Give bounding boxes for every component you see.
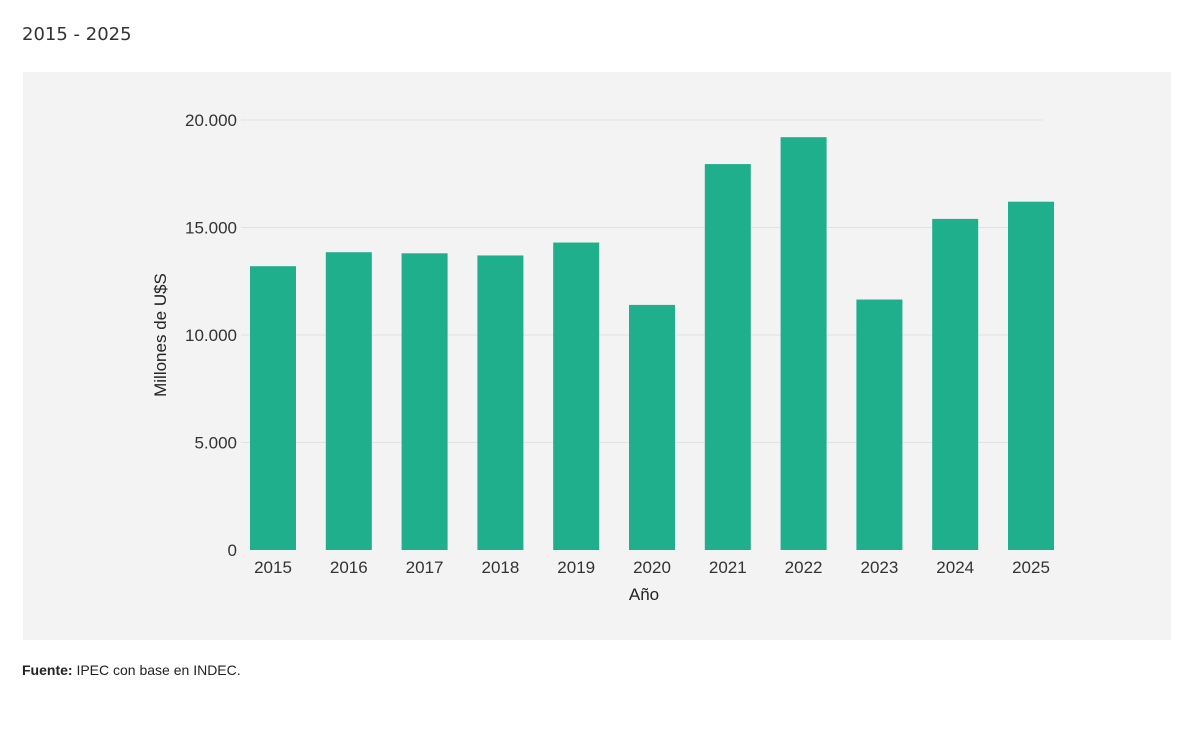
y-tick-label: 10.000 xyxy=(185,326,237,345)
chart-panel: 0 5.000 10.000 15.000 20.000 2015 2016 2017 201… xyxy=(23,72,1171,640)
bar-2017 xyxy=(401,253,448,551)
bar-2025 xyxy=(1008,201,1054,550)
source-text: IPEC con base en INDEC. xyxy=(76,662,241,678)
x-tick-label: 2017 xyxy=(406,558,444,577)
x-tick-label: 2024 xyxy=(936,558,974,577)
bar-2022 xyxy=(780,137,827,550)
x-tick-label: 2022 xyxy=(785,558,823,577)
bar-2016 xyxy=(325,252,372,550)
source-label: Fuente: xyxy=(22,662,73,678)
x-tick-label: 2019 xyxy=(557,558,595,577)
x-axis-ticks: 2015 2016 2017 2018 2019 2020 2021 2022 2023 2024… xyxy=(254,558,1050,577)
bars xyxy=(250,137,1054,551)
bar-2018 xyxy=(477,255,524,550)
y-tick-label: 0 xyxy=(228,541,237,560)
y-tick-label: 5.000 xyxy=(194,434,237,453)
y-tick-label: 15.000 xyxy=(185,219,237,238)
x-tick-label: 2018 xyxy=(481,558,519,577)
y-tick-label: 20.000 xyxy=(185,111,237,130)
bar-2023 xyxy=(856,299,903,550)
source-note: Fuente: IPEC con base en INDEC. xyxy=(22,662,241,678)
x-tick-label: 2016 xyxy=(330,558,368,577)
x-tick-label: 2021 xyxy=(709,558,747,577)
bar-2020 xyxy=(629,304,675,550)
bar-2024 xyxy=(932,218,979,550)
y-axis-ticks: 0 5.000 10.000 15.000 20.000 xyxy=(185,111,237,560)
x-tick-label: 2025 xyxy=(1012,558,1050,577)
bar-2015 xyxy=(250,266,296,550)
y-axis-title: Millones de U$S xyxy=(151,273,170,397)
x-axis-title: Año xyxy=(629,585,659,604)
x-tick-label: 2020 xyxy=(633,558,671,577)
bar-2021 xyxy=(704,164,751,550)
x-tick-label: 2023 xyxy=(860,558,898,577)
x-tick-label: 2015 xyxy=(254,558,292,577)
bar-2019 xyxy=(553,242,600,551)
chart-subtitle: 2015 - 2025 xyxy=(22,24,132,45)
